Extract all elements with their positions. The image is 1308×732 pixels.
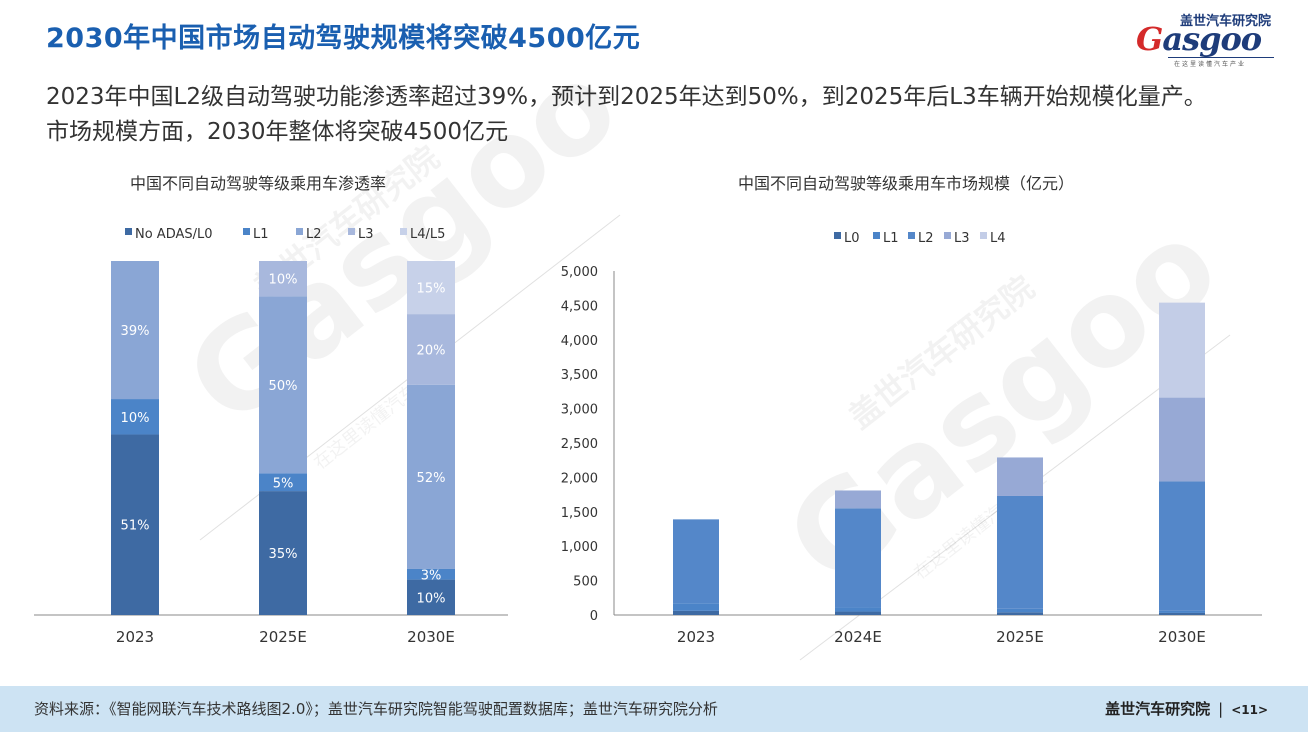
page-title: 2030年中国市场自动驾驶规模将突破4500亿元: [46, 23, 641, 54]
data-label-2025E-L1: 5%: [273, 476, 294, 491]
legend2-swatch-1: [873, 232, 880, 239]
bar2-2023-L2: [673, 519, 719, 604]
bar2-2024E-L3: [835, 490, 881, 509]
bar-2025E-L3: [259, 261, 307, 297]
data-label-2025E-No ADAS/L0: 35%: [269, 547, 298, 562]
y-tick-label-2000: 2,000: [561, 471, 598, 486]
legend2-swatch-0: [834, 232, 841, 239]
summary-line-1: 2023年中国L2级自动驾驶功能渗透率超过39%，预计到2025年达到50%，到…: [46, 84, 1207, 110]
bar-2030E-No ADAS/L0: [407, 579, 455, 615]
data-label-2030E-No ADAS/L0: 10%: [417, 591, 446, 606]
bar2-2030E-L1: [1159, 610, 1205, 613]
x2-tick-label-2024E: 2024E: [834, 628, 882, 646]
bar2-2025E-L3: [997, 457, 1043, 496]
bar-2030E-L2: [407, 384, 455, 569]
logo-divider: [1168, 57, 1274, 58]
bar2-2030E-L0: [1159, 612, 1205, 615]
source-note: 资料来源：《智能网联汽车技术路线图2.0》；盖世汽车研究院智能驾驶配置数据库；盖…: [34, 700, 718, 718]
logo-slogan: 在这里读懂汽车产业: [1174, 61, 1247, 68]
legend-label-3: L3: [358, 227, 374, 242]
legend2-swatch-4: [980, 232, 987, 239]
bar-2030E-L3: [407, 314, 455, 385]
bar2-2025E-L2: [997, 495, 1043, 609]
legend-swatch-4: [400, 228, 407, 235]
legend2-label-0: L0: [844, 231, 860, 246]
footer-brand: 盖世汽车研究院 | <11>: [1105, 700, 1268, 718]
legend-swatch-2: [296, 228, 303, 235]
gasgoo-logo: 盖世汽车研究院 Gasgoo 在这里读懂汽车产业: [1130, 10, 1280, 68]
bar2-2030E-L4: [1159, 302, 1205, 398]
data-label-2025E-L2: 50%: [269, 379, 298, 394]
legend2-label-4: L4: [990, 231, 1006, 246]
bar-2025E-No ADAS/L0: [259, 491, 307, 615]
bar2-2025E-L1: [997, 608, 1043, 613]
data-label-2023-No ADAS/L0: 51%: [121, 519, 150, 534]
bar-2030E-L1: [407, 568, 455, 580]
y-tick-label-4500: 4,500: [561, 299, 598, 314]
chart1-title: 中国不同自动驾驶等级乘用车渗透率: [130, 174, 387, 193]
x-tick-label-2023: 2023: [116, 628, 154, 646]
legend-label-2: L2: [306, 227, 322, 242]
legend-swatch-3: [348, 228, 355, 235]
bar2-2023-L1: [673, 603, 719, 611]
x2-tick-label-2023: 2023: [677, 628, 715, 646]
y-tick-label-4000: 4,000: [561, 334, 598, 349]
y-tick-label-3500: 3,500: [561, 368, 598, 383]
bar-2025E-L1: [259, 473, 307, 492]
bar2-2024E-L0: [835, 611, 881, 615]
bar2-2025E-L0: [997, 612, 1043, 615]
bar2-2023-L0: [673, 610, 719, 615]
y-tick-label-500: 500: [573, 575, 598, 590]
bar2-2024E-L2: [835, 508, 881, 608]
logo-cn-text: 盖世汽车研究院: [1180, 14, 1272, 29]
data-label-2025E-L3: 10%: [269, 273, 298, 288]
x2-tick-label-2030E: 2030E: [1158, 628, 1206, 646]
bar-2023-L1: [111, 399, 159, 435]
x-tick-label-2025E: 2025E: [259, 628, 307, 646]
page-number: <11>: [1231, 703, 1268, 717]
summary-line-2: 市场规模方面，2030年整体将突破4500亿元: [46, 119, 509, 145]
legend2-swatch-3: [944, 232, 951, 239]
legend-swatch-1: [243, 228, 250, 235]
bar2-2030E-L3: [1159, 397, 1205, 482]
chart2-title: 中国不同自动驾驶等级乘用车市场规模（亿元）: [738, 174, 1075, 193]
data-label-2023-L1: 10%: [121, 411, 150, 426]
y-tick-label-5000: 5,000: [561, 265, 598, 280]
summary-text: 2023年中国L2级自动驾驶功能渗透率超过39%，预计到2025年达到50%，到…: [46, 80, 1296, 150]
legend-label-0: No ADAS/L0: [135, 227, 213, 242]
y-tick-label-3000: 3,000: [561, 403, 598, 418]
legend-swatch-0: [125, 228, 132, 235]
legend-label-1: L1: [253, 227, 269, 242]
y-tick-label-0: 0: [590, 609, 598, 624]
bar-2030E-L4/L5: [407, 261, 455, 315]
data-label-2030E-L3: 20%: [417, 344, 446, 359]
bar-2023-L2: [111, 261, 159, 400]
bar-2023-No ADAS/L0: [111, 434, 159, 615]
legend2-label-3: L3: [954, 231, 970, 246]
x2-tick-label-2025E: 2025E: [996, 628, 1044, 646]
data-label-2030E-L4/L5: 15%: [417, 282, 446, 297]
y-tick-label-1000: 1,000: [561, 540, 598, 555]
data-label-2030E-L2: 52%: [417, 471, 446, 486]
bar2-2024E-L1: [835, 607, 881, 612]
data-label-2030E-L1: 3%: [421, 568, 442, 583]
footer-bar: 资料来源：《智能网联汽车技术路线图2.0》；盖世汽车研究院智能驾驶配置数据库；盖…: [0, 686, 1308, 732]
x-tick-label-2030E: 2030E: [407, 628, 455, 646]
legend2-label-2: L2: [918, 231, 934, 246]
bar2-2030E-L2: [1159, 481, 1205, 611]
legend2-swatch-2: [908, 232, 915, 239]
legend2-label-1: L1: [883, 231, 899, 246]
logo-wordmark: Gasgoo: [1136, 20, 1262, 58]
bar-2025E-L2: [259, 296, 307, 474]
legend-label-4: L4/L5: [410, 227, 445, 242]
data-label-2023-L2: 39%: [121, 324, 150, 339]
y-tick-label-1500: 1,500: [561, 506, 598, 521]
y-tick-label-2500: 2,500: [561, 437, 598, 452]
